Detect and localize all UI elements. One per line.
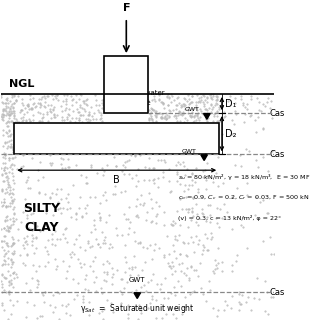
- Text: SILTY: SILTY: [23, 202, 60, 215]
- Text: (v) = 0.3, c = 13 kN/m², φ = 22°: (v) = 0.3, c = 13 kN/m², φ = 22°: [178, 215, 281, 221]
- Text: Groundwater: Groundwater: [120, 90, 165, 96]
- Text: CLAY: CLAY: [24, 221, 59, 234]
- Text: Cas: Cas: [270, 288, 285, 297]
- Text: F: F: [123, 3, 130, 13]
- Bar: [104, 56, 148, 113]
- Text: NGL: NGL: [9, 79, 34, 89]
- Text: B: B: [113, 175, 120, 185]
- Text: D₂: D₂: [225, 129, 236, 139]
- Text: $c_o$ = 0.9, $C_c$ = 0.2, $C_r$ = 0.03, F = 500 kN: $c_o$ = 0.9, $C_c$ = 0.2, $C_r$ = 0.03, …: [178, 193, 309, 202]
- Text: $s_u$ = 80 kN/m², γ = 18 kN/m³,  E = 30 MF: $s_u$ = 80 kN/m², γ = 18 kN/m³, E = 30 M…: [178, 172, 310, 181]
- Polygon shape: [204, 114, 210, 119]
- Bar: [14, 123, 219, 154]
- Text: Cas: Cas: [270, 108, 285, 118]
- Text: table: table: [134, 100, 151, 106]
- Text: GWT: GWT: [182, 149, 196, 154]
- Text: GWT: GWT: [129, 277, 146, 284]
- Text: Cas: Cas: [270, 150, 285, 159]
- Polygon shape: [201, 155, 207, 161]
- Text: γ$_{Sat}$  =  Saturated unit weight: γ$_{Sat}$ = Saturated unit weight: [80, 302, 195, 315]
- Polygon shape: [134, 293, 140, 299]
- Text: D₁: D₁: [225, 99, 236, 108]
- Text: GWT: GWT: [184, 108, 199, 112]
